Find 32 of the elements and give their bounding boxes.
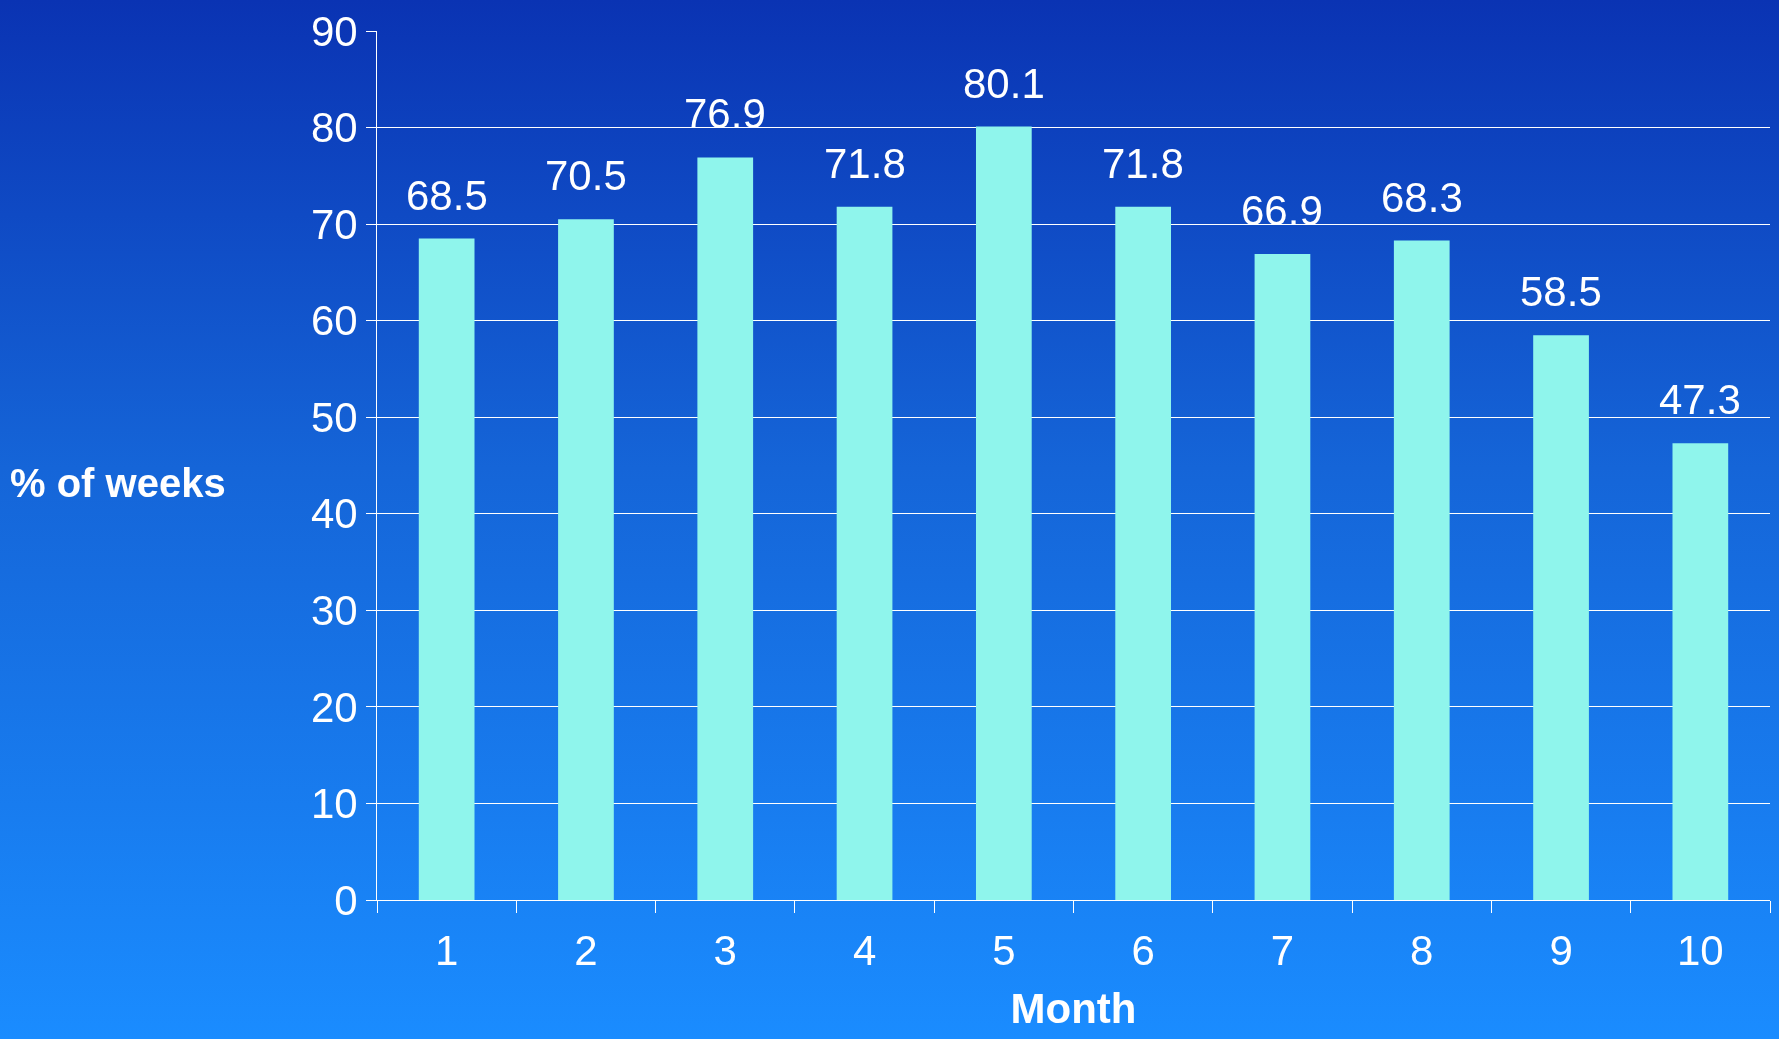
y-tick-label: 50	[310, 393, 358, 441]
x-tick-label: 2	[574, 927, 598, 975]
data-label: 70.5	[545, 152, 627, 199]
x-axis-title: Month	[1010, 985, 1137, 1033]
y-tick-label: 40	[310, 490, 358, 538]
x-tick-label: 6	[1131, 927, 1155, 975]
x-tick-label: 7	[1270, 927, 1295, 975]
data-label: 47.3	[1659, 376, 1741, 423]
x-tick-label: 8	[1410, 927, 1434, 975]
data-label: 66.9	[1241, 187, 1323, 234]
y-tick-label: 90	[310, 7, 358, 55]
data-label: 68.5	[406, 172, 488, 219]
data-label: 58.5	[1520, 268, 1602, 315]
y-tick-label: 70	[310, 200, 358, 248]
y-tick-label: 30	[310, 587, 358, 635]
data-label: 80.1	[963, 60, 1045, 107]
data-label: 71.8	[824, 140, 906, 187]
y-tick-label: 80	[310, 104, 358, 152]
x-tick-label: 9	[1549, 927, 1573, 975]
y-tick-label: 10	[310, 780, 358, 828]
x-tick-label: 10	[1676, 927, 1724, 975]
data-label: 68.3	[1381, 174, 1463, 221]
data-label: 76.9	[684, 90, 766, 137]
y-tick-label: 20	[310, 683, 358, 731]
y-axis-title: % of weeks	[10, 461, 226, 505]
x-tick-label: 1	[434, 927, 459, 975]
data-label: 71.8	[1102, 140, 1184, 187]
y-tick-label: 60	[310, 297, 358, 345]
x-tick-label: 5	[992, 927, 1016, 975]
x-tick-label: 3	[713, 927, 737, 975]
x-tick-label: 4	[852, 927, 877, 975]
y-tick-label: 0	[334, 876, 358, 924]
